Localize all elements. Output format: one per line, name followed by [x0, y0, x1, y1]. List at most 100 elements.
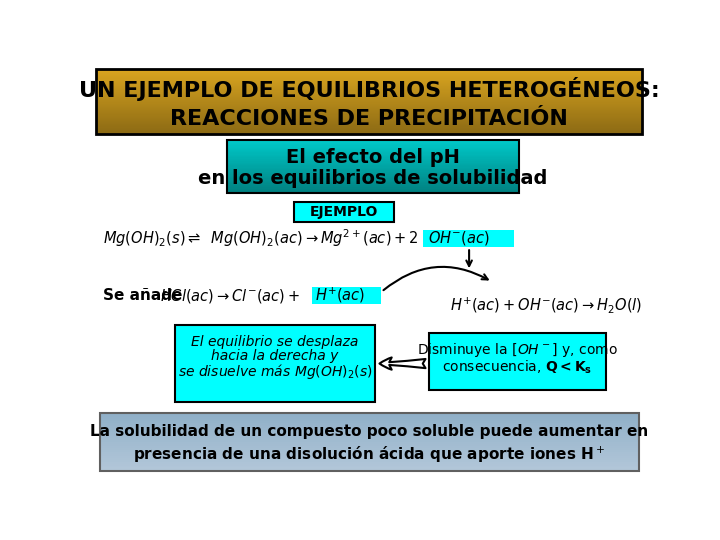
Bar [96, 104, 642, 105]
Text: se disuelve más $Mg(OH)_2(s)$: se disuelve más $Mg(OH)_2(s)$ [178, 362, 372, 381]
Bar [99, 452, 639, 454]
Bar [227, 176, 519, 177]
Bar [227, 188, 519, 190]
Bar [227, 140, 519, 193]
Bar [96, 102, 642, 103]
Bar [227, 147, 519, 148]
Bar [96, 111, 642, 112]
Bar [227, 161, 519, 163]
Bar [96, 84, 642, 85]
Bar [227, 172, 519, 173]
Bar [227, 178, 519, 179]
Text: presencia de una disolución ácida que aporte iones H$^+$: presencia de una disolución ácida que ap… [133, 444, 605, 464]
Bar [227, 187, 519, 188]
Text: La solubilidad de un compuesto poco soluble puede aumentar en: La solubilidad de un compuesto poco solu… [90, 424, 648, 439]
Bar [96, 107, 642, 108]
Bar [227, 165, 519, 166]
Bar [99, 413, 639, 415]
Bar [96, 133, 642, 134]
Bar [99, 427, 639, 428]
Bar [96, 105, 642, 106]
Bar [227, 141, 519, 143]
Bar [96, 129, 642, 130]
Bar [96, 79, 642, 80]
Bar [96, 90, 642, 91]
Bar [96, 77, 642, 78]
Bar [227, 160, 519, 161]
Bar [96, 118, 642, 119]
Bar [96, 123, 642, 124]
Bar [96, 69, 642, 70]
Bar [99, 438, 639, 440]
Text: $HCl(ac) \rightarrow Cl^{-}(ac)+$: $HCl(ac) \rightarrow Cl^{-}(ac)+$ [160, 287, 300, 305]
Bar [99, 456, 639, 458]
Bar [96, 100, 642, 102]
Bar [96, 113, 642, 114]
Bar [96, 98, 642, 99]
Bar [96, 103, 642, 104]
Bar [227, 143, 519, 144]
Bar [96, 78, 642, 79]
Bar [96, 80, 642, 82]
Bar [96, 121, 642, 122]
Bar [423, 230, 514, 247]
Bar [227, 169, 519, 170]
Text: EJEMPLO: EJEMPLO [310, 205, 379, 219]
Bar [99, 434, 639, 436]
Bar [227, 163, 519, 164]
Bar [96, 114, 642, 116]
Bar [99, 417, 639, 418]
Bar [99, 433, 639, 434]
Bar [99, 430, 639, 433]
Bar [227, 170, 519, 172]
Bar [227, 177, 519, 178]
Bar [96, 131, 642, 132]
Bar [99, 448, 639, 450]
Bar [96, 93, 642, 94]
Text: Disminuye la $[OH^-]$ y, como: Disminuye la $[OH^-]$ y, como [417, 341, 618, 360]
Bar [227, 179, 519, 181]
Bar [227, 191, 519, 193]
Bar [99, 444, 639, 446]
Bar [99, 423, 639, 424]
Bar [96, 110, 642, 111]
Bar [227, 151, 519, 152]
Bar [99, 413, 639, 471]
Bar [96, 132, 642, 133]
Bar [227, 157, 519, 159]
Bar [96, 86, 642, 87]
Bar [99, 415, 639, 417]
Text: $H^{+}(ac)+OH^{-}(ac) \rightarrow H_2O(l)$: $H^{+}(ac)+OH^{-}(ac) \rightarrow H_2O(l… [450, 295, 642, 315]
Bar [227, 154, 519, 156]
Bar [99, 446, 639, 448]
Bar [96, 116, 642, 117]
Bar [96, 119, 642, 120]
Bar [96, 92, 642, 93]
Bar [99, 465, 639, 468]
Text: El efecto del pH: El efecto del pH [286, 148, 460, 167]
Bar [227, 156, 519, 157]
Bar [96, 73, 642, 74]
Bar [227, 148, 519, 150]
Bar [227, 185, 519, 186]
Bar [96, 127, 642, 129]
Bar [96, 96, 642, 97]
Bar [227, 144, 519, 145]
Bar [96, 97, 642, 98]
Bar [96, 72, 642, 73]
Bar [96, 130, 642, 131]
Bar [99, 418, 639, 421]
Text: hacia la derecha y: hacia la derecha y [212, 349, 338, 363]
Bar [96, 70, 642, 71]
Bar [99, 462, 639, 463]
Bar [99, 468, 639, 469]
Bar [96, 117, 642, 118]
Bar [96, 94, 642, 95]
Bar [96, 99, 642, 100]
Text: en los equilibrios de solubilidad: en los equilibrios de solubilidad [198, 169, 547, 188]
Text: El equilibrio se desplaza: El equilibrio se desplaza [192, 335, 359, 349]
Bar [227, 174, 519, 176]
Text: Se añade: Se añade [104, 288, 183, 303]
Bar [96, 91, 642, 92]
Bar [96, 106, 642, 107]
